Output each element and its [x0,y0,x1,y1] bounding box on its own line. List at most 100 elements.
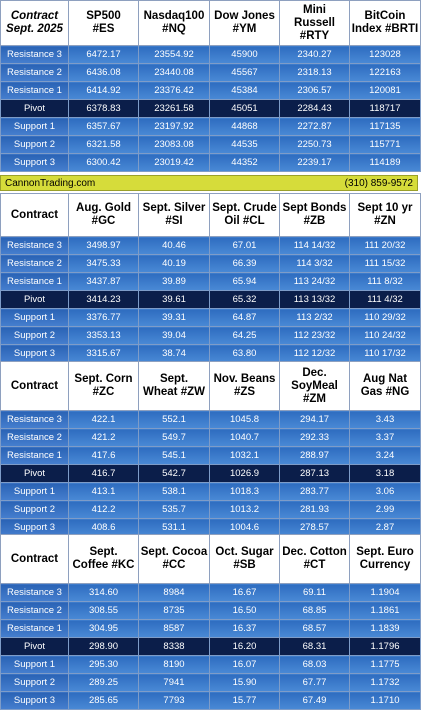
level-value: 63.80 [209,344,280,363]
row-label: Pivot [0,99,69,118]
row-label: Support 3 [0,153,69,172]
level-value: 2284.43 [279,99,350,118]
level-value: 3.37 [349,428,421,447]
table-row: Resistance 3 6472.17 23554.92 45900 2340.27 1… [0,45,421,64]
level-value: 68.57 [279,619,350,638]
level-value: 112 12/32 [279,344,350,363]
level-value: 417.6 [68,446,139,465]
level-value: 115771 [349,135,421,154]
level-value: 39.61 [138,290,210,309]
table-row: Support 2 412.2 535.7 1013.2 281.93 2.99 [0,500,421,519]
contact-banner: CannonTrading.com (310) 859-9572 [0,175,418,191]
level-value: 23083.08 [138,135,210,154]
table-row: Support 3 285.65 7793 15.77 67.49 1.1710 [0,691,421,710]
banner-phone: (310) 859-9572 [344,177,413,189]
level-value: 8587 [138,619,210,638]
table-row: Resistance 2 6436.08 23440.08 45567 2318.13 1… [0,63,421,82]
level-value: 8735 [138,601,210,620]
row-label: Support 1 [0,482,69,501]
table-row: Resistance 2 308.55 8735 16.50 68.85 1.1861 [0,601,421,620]
contract-header: Contract [0,193,69,237]
level-value: 68.31 [279,637,350,656]
level-value: 23019.42 [138,153,210,172]
level-value: 292.33 [279,428,350,447]
level-value: 295.30 [68,655,139,674]
column-header: Sept 10 yr #ZN [349,193,421,237]
level-value: 44535 [209,135,280,154]
level-value: 281.93 [279,500,350,519]
level-value: 538.1 [138,482,210,501]
level-value: 8190 [138,655,210,674]
row-label: Pivot [0,290,69,309]
level-value: 3353.13 [68,326,139,345]
row-label: Resistance 3 [0,45,69,64]
section-metals-energy: Contract Aug. Gold #GC Sept. Silver #SI Sept.… [0,193,421,363]
contract-header: Contract Sept. 2025 [0,0,69,46]
table-row: Resistance 2 421.2 549.7 1040.7 292.33 3.37 [0,428,421,447]
row-label: Resistance 2 [0,63,69,82]
level-value: 40.19 [138,254,210,273]
level-value: 3437.87 [68,272,139,291]
level-value: 114 3/32 [279,254,350,273]
row-label: Resistance 1 [0,619,69,638]
level-value: 421.2 [68,428,139,447]
level-value: 1.1710 [349,691,421,710]
column-header: Aug Nat Gas #NG [349,361,421,411]
level-value: 39.89 [138,272,210,291]
level-value: 1.1839 [349,619,421,638]
level-value: 23261.58 [138,99,210,118]
level-value: 3475.33 [68,254,139,273]
row-label: Support 3 [0,344,69,363]
level-value: 23197.92 [138,117,210,136]
row-label: Support 1 [0,655,69,674]
level-value: 16.20 [209,637,280,656]
level-value: 3376.77 [68,308,139,327]
level-value: 67.01 [209,236,280,255]
level-value: 45051 [209,99,280,118]
level-value: 117135 [349,117,421,136]
table-row: Support 2 289.25 7941 15.90 67.77 1.1732 [0,673,421,692]
level-value: 7793 [138,691,210,710]
table-row: Resistance 1 304.95 8587 16.37 68.57 1.1839 [0,619,421,638]
row-label: Resistance 1 [0,81,69,100]
level-value: 283.77 [279,482,350,501]
level-value: 110 29/32 [349,308,421,327]
row-label: Resistance 3 [0,583,69,602]
table-row: Pivot 3414.23 39.61 65.32 113 13/32 111 4/32 [0,290,421,309]
column-header: Sept. Cocoa #CC [138,534,210,584]
level-value: 113 2/32 [279,308,350,327]
row-label: Support 2 [0,326,69,345]
level-value: 3498.97 [68,236,139,255]
level-value: 45900 [209,45,280,64]
table-row: Pivot 6378.83 23261.58 45051 2284.43 118717 [0,99,421,118]
table-row: Support 1 6357.67 23197.92 44868 2272.87 1171… [0,117,421,136]
level-value: 6436.08 [68,63,139,82]
level-value: 1.1732 [349,673,421,692]
level-value: 122163 [349,63,421,82]
level-value: 304.95 [68,619,139,638]
level-value: 6378.83 [68,99,139,118]
row-label: Pivot [0,464,69,483]
level-value: 6321.58 [68,135,139,154]
table-row: Support 1 3376.77 39.31 64.87 113 2/32 110 29… [0,308,421,327]
level-value: 68.03 [279,655,350,674]
banner-website[interactable]: CannonTrading.com [5,177,96,189]
row-label: Resistance 2 [0,601,69,620]
column-header: Sept. Silver #SI [138,193,210,237]
column-header: Nasdaq100 #NQ [138,0,210,46]
level-value: 308.55 [68,601,139,620]
level-value: 111 20/32 [349,236,421,255]
column-header: Aug. Gold #GC [68,193,139,237]
level-value: 16.37 [209,619,280,638]
level-value: 112 23/32 [279,326,350,345]
level-value: 114 14/32 [279,236,350,255]
level-value: 6472.17 [68,45,139,64]
table-row: Support 3 3315.67 38.74 63.80 112 12/32 110 1… [0,344,421,363]
column-header: Sept. Euro Currency [349,534,421,584]
header-row: Contract Sept. 2025 SP500 #ES Nasdaq100 #NQ Do… [0,0,421,46]
level-value: 1.1796 [349,637,421,656]
level-value: 64.25 [209,326,280,345]
level-value: 40.46 [138,236,210,255]
row-label: Resistance 3 [0,410,69,429]
